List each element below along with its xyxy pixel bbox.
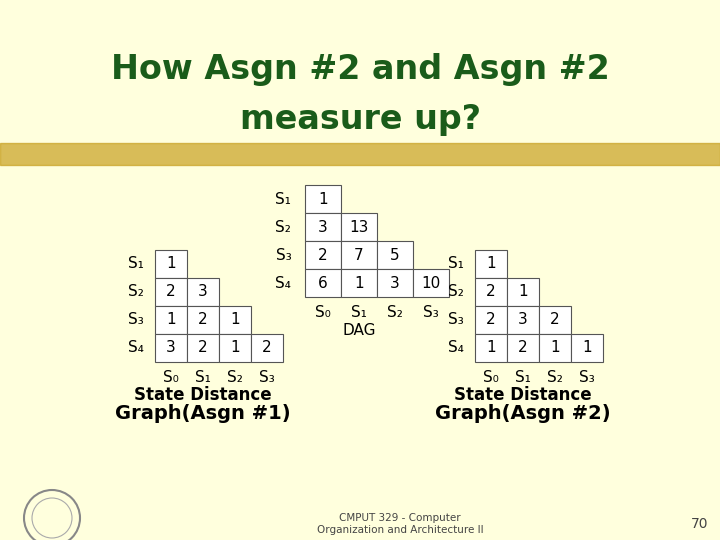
Text: 2: 2 xyxy=(198,313,208,327)
Text: 1: 1 xyxy=(486,341,496,355)
Text: 3: 3 xyxy=(390,275,400,291)
Bar xyxy=(341,213,377,241)
Bar xyxy=(155,334,187,362)
Bar xyxy=(539,334,571,362)
Text: S₂: S₂ xyxy=(547,370,563,385)
Text: 1: 1 xyxy=(550,341,560,355)
Bar xyxy=(219,334,251,362)
Text: 13: 13 xyxy=(349,219,369,234)
Text: S₃: S₃ xyxy=(259,370,275,385)
Text: S₃: S₃ xyxy=(128,313,144,327)
Text: S₂: S₂ xyxy=(387,305,403,320)
Text: S₁: S₁ xyxy=(351,305,367,320)
Bar xyxy=(413,269,449,297)
Bar xyxy=(219,306,251,334)
Bar xyxy=(507,278,539,306)
Text: S₀: S₀ xyxy=(163,370,179,385)
Bar xyxy=(507,306,539,334)
Text: 3: 3 xyxy=(518,313,528,327)
Text: S₄: S₄ xyxy=(448,341,464,355)
Text: 6: 6 xyxy=(318,275,328,291)
Text: S₁: S₁ xyxy=(195,370,211,385)
Text: 1: 1 xyxy=(486,256,496,272)
Bar xyxy=(475,334,507,362)
Text: 3: 3 xyxy=(198,285,208,300)
Text: 2: 2 xyxy=(486,313,496,327)
Text: CMPUT 329 - Computer: CMPUT 329 - Computer xyxy=(339,513,461,523)
Text: 3: 3 xyxy=(318,219,328,234)
Text: 3: 3 xyxy=(166,341,176,355)
Text: 7: 7 xyxy=(354,247,364,262)
Text: 70: 70 xyxy=(691,517,708,531)
Text: S₃: S₃ xyxy=(579,370,595,385)
Text: measure up?: measure up? xyxy=(240,104,480,137)
Text: DAG: DAG xyxy=(342,323,376,338)
Text: 2: 2 xyxy=(318,247,328,262)
Bar xyxy=(187,334,219,362)
Bar xyxy=(539,306,571,334)
Text: Graph(Asgn #1): Graph(Asgn #1) xyxy=(115,404,291,423)
Bar xyxy=(377,241,413,269)
Text: 1: 1 xyxy=(582,341,592,355)
Text: 2: 2 xyxy=(550,313,560,327)
Bar xyxy=(251,334,283,362)
Text: 2: 2 xyxy=(198,341,208,355)
Text: S₂: S₂ xyxy=(227,370,243,385)
Bar xyxy=(187,278,219,306)
Bar xyxy=(377,269,413,297)
Bar xyxy=(341,241,377,269)
Bar xyxy=(155,306,187,334)
Text: 2: 2 xyxy=(518,341,528,355)
Text: S₃: S₃ xyxy=(423,305,439,320)
Bar xyxy=(475,250,507,278)
Bar xyxy=(571,334,603,362)
Text: S₁: S₁ xyxy=(128,256,144,272)
Text: S₀: S₀ xyxy=(315,305,331,320)
Bar xyxy=(155,278,187,306)
Text: 1: 1 xyxy=(166,313,176,327)
Bar xyxy=(155,250,187,278)
Bar xyxy=(507,334,539,362)
Text: S₃: S₃ xyxy=(276,247,292,262)
Text: S₂: S₂ xyxy=(448,285,464,300)
Text: 2: 2 xyxy=(486,285,496,300)
Text: 2: 2 xyxy=(262,341,272,355)
Text: 1: 1 xyxy=(354,275,364,291)
Text: 5: 5 xyxy=(390,247,400,262)
Text: S₂: S₂ xyxy=(128,285,144,300)
Text: S₄: S₄ xyxy=(128,341,144,355)
Text: State Distance: State Distance xyxy=(454,386,592,404)
Text: 1: 1 xyxy=(318,192,328,206)
Bar xyxy=(475,306,507,334)
Text: S₁: S₁ xyxy=(276,192,292,206)
Text: 1: 1 xyxy=(230,341,240,355)
Text: S₁: S₁ xyxy=(515,370,531,385)
Text: S₁: S₁ xyxy=(448,256,464,272)
Bar xyxy=(305,241,341,269)
Bar xyxy=(305,269,341,297)
Text: 1: 1 xyxy=(166,256,176,272)
Bar xyxy=(341,269,377,297)
Text: 1: 1 xyxy=(230,313,240,327)
Text: 2: 2 xyxy=(166,285,176,300)
Bar xyxy=(475,278,507,306)
Text: Organization and Architecture II: Organization and Architecture II xyxy=(317,525,483,535)
Bar xyxy=(305,185,341,213)
Text: S₃: S₃ xyxy=(448,313,464,327)
Text: State Distance: State Distance xyxy=(134,386,272,404)
Text: S₄: S₄ xyxy=(276,275,292,291)
Bar xyxy=(0,143,720,165)
Text: S₀: S₀ xyxy=(483,370,499,385)
Text: 1: 1 xyxy=(518,285,528,300)
Text: How Asgn #2 and Asgn #2: How Asgn #2 and Asgn #2 xyxy=(111,53,609,86)
Bar xyxy=(187,306,219,334)
Text: Graph(Asgn #2): Graph(Asgn #2) xyxy=(435,404,611,423)
Bar xyxy=(305,213,341,241)
Text: S₂: S₂ xyxy=(276,219,292,234)
Text: 10: 10 xyxy=(421,275,441,291)
